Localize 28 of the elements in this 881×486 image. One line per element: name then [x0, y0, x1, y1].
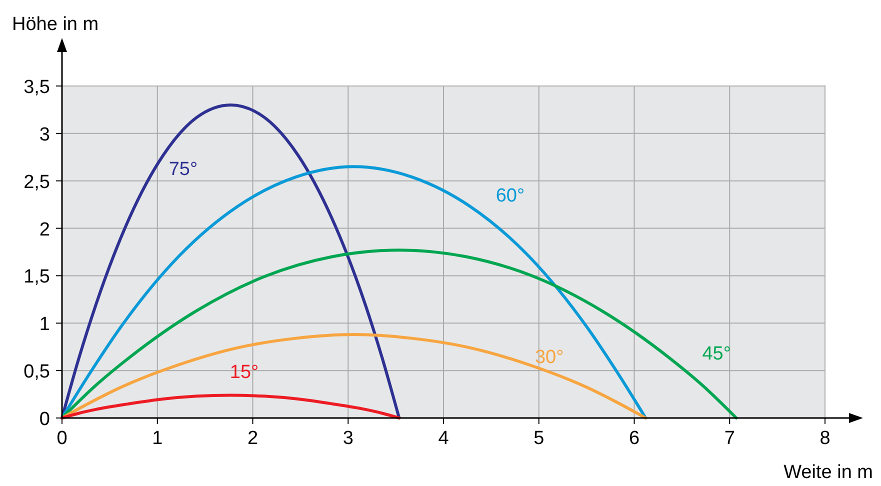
x-tick-label: 3	[342, 428, 354, 449]
y-tick-label: 3	[39, 124, 50, 146]
y-tick-label: 2	[39, 219, 50, 240]
line-series	[60, 333, 648, 420]
series-label: 75°	[168, 159, 198, 180]
y-tick-label: 1,5	[24, 266, 50, 288]
x-tick-label: 7	[724, 428, 735, 449]
y-axis-title: Höhe in m	[12, 14, 99, 35]
line-series	[60, 103, 401, 420]
x-tick-label: 1	[152, 428, 163, 449]
x-tick-label: 2	[247, 428, 258, 449]
series-label: 15°	[230, 362, 259, 384]
y-tick-label: 1	[39, 314, 50, 336]
x-tick-label: 8	[820, 428, 830, 449]
x-tick-label: 0	[56, 428, 68, 449]
series-label: 60°	[496, 185, 525, 206]
x-tick-label: 5	[534, 428, 544, 449]
y-tick-label: 3,5	[24, 77, 50, 98]
y-tick-label: 0	[39, 409, 50, 430]
y-tick-label: 0,5	[24, 362, 50, 383]
series-label: 30°	[534, 346, 564, 368]
y-tick-label: 2,5	[24, 172, 50, 193]
x-tick-label: 4	[438, 428, 450, 449]
x-tick-label: 6	[628, 428, 640, 449]
line-series	[60, 248, 738, 420]
line-series	[60, 394, 401, 420]
series-label: 45°	[702, 343, 731, 364]
x-axis-title: Weite in m	[784, 462, 873, 483]
